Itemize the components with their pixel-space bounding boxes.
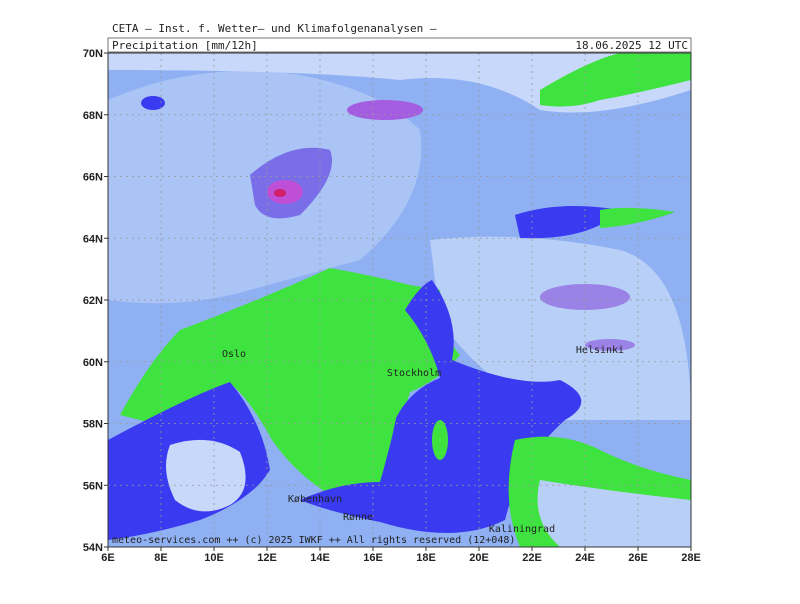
lat-label: 60N xyxy=(83,357,103,369)
lat-label: 56N xyxy=(83,480,103,492)
lat-label: 68N xyxy=(83,110,103,122)
lat-label: 64N xyxy=(83,233,103,245)
precip-light xyxy=(537,480,691,547)
lon-label: 16E xyxy=(363,552,383,564)
title-box xyxy=(107,37,692,53)
lat-label: 70N xyxy=(83,48,103,60)
lat-label: 58N xyxy=(83,419,103,431)
lon-label: 28E xyxy=(681,552,701,564)
header-institute: CETA — Inst. f. Wetter— und Klimafolgena… xyxy=(112,22,437,35)
lon-label: 10E xyxy=(204,552,224,564)
precip-light xyxy=(166,439,246,512)
footer: meteo-services.com ++ (c) 2025 IWKF ++ A… xyxy=(112,535,515,546)
lon-label: 18E xyxy=(416,552,436,564)
lon-label: 22E xyxy=(522,552,542,564)
city-label: Rønne xyxy=(343,512,373,523)
lon-label: 6E xyxy=(101,552,114,564)
header-title: Precipitation [mm/12h] xyxy=(112,39,258,52)
lat-label: 66N xyxy=(83,172,103,184)
lon-label: 8E xyxy=(154,552,167,564)
land-dry xyxy=(540,53,691,107)
header-date: 18.06.2025 12 UTC xyxy=(575,39,688,52)
land-dry xyxy=(120,268,460,500)
island xyxy=(432,420,448,460)
graticule xyxy=(108,53,691,547)
city-label: København xyxy=(288,494,342,505)
lat-label: 62N xyxy=(83,295,103,307)
precip-heavy xyxy=(347,100,423,120)
city-label: Stockholm xyxy=(387,368,441,379)
city-label: Kaliningrad xyxy=(489,524,555,535)
lon-label: 26E xyxy=(628,552,648,564)
lat-label: 54N xyxy=(83,542,103,554)
lon-label: 12E xyxy=(257,552,277,564)
precip-light xyxy=(430,236,691,420)
city-label: Helsinki xyxy=(576,345,624,356)
lon-label: 24E xyxy=(575,552,595,564)
land-dry xyxy=(600,207,675,228)
precip-heavy xyxy=(540,284,630,310)
precip-spot xyxy=(141,96,165,110)
city-label: Oslo xyxy=(222,349,246,360)
lon-label: 14E xyxy=(310,552,330,564)
map-area xyxy=(108,53,691,547)
precip-max xyxy=(274,189,286,197)
lon-label: 20E xyxy=(469,552,489,564)
precip-heavy xyxy=(585,339,635,351)
